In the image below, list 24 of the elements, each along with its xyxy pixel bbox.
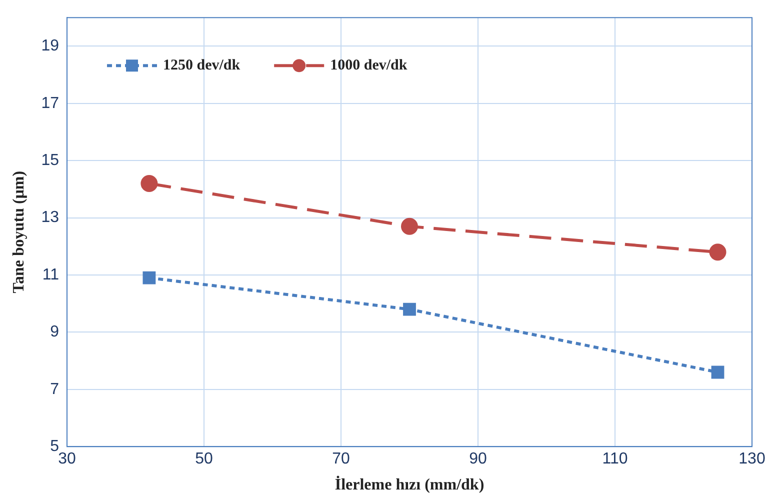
legend-label: 1250 dev/dk [162, 57, 241, 74]
y-tick-label: 17 [41, 94, 60, 112]
x-tick-label: 50 [195, 450, 213, 468]
y-axis-title: Tane boyutu (μm) [10, 170, 28, 294]
x-tick-label: 110 [602, 450, 628, 468]
point [401, 218, 418, 235]
y-tick-label: 7 [50, 380, 60, 398]
y-tick-label: 11 [42, 266, 60, 284]
x-axis-title: İlerleme hızı (mm/dk) [334, 476, 484, 494]
point [142, 271, 156, 284]
x-tick-label: 70 [332, 450, 350, 468]
x-tick-label: 30 [58, 450, 76, 468]
x-tick-label: 90 [469, 450, 487, 468]
legend-label: 1000 dev/dk [330, 57, 408, 74]
point [403, 302, 416, 316]
point [709, 244, 726, 261]
y-tick-label: 9 [50, 324, 60, 341]
x-tick-label: 130 [738, 450, 766, 468]
point [711, 366, 724, 379]
y-tick-label: 15 [41, 152, 60, 170]
point [140, 174, 158, 192]
y-tick-label: 5 [50, 438, 60, 456]
y-tick-label: 13 [41, 209, 60, 226]
y-tick-label: 19 [41, 38, 60, 55]
